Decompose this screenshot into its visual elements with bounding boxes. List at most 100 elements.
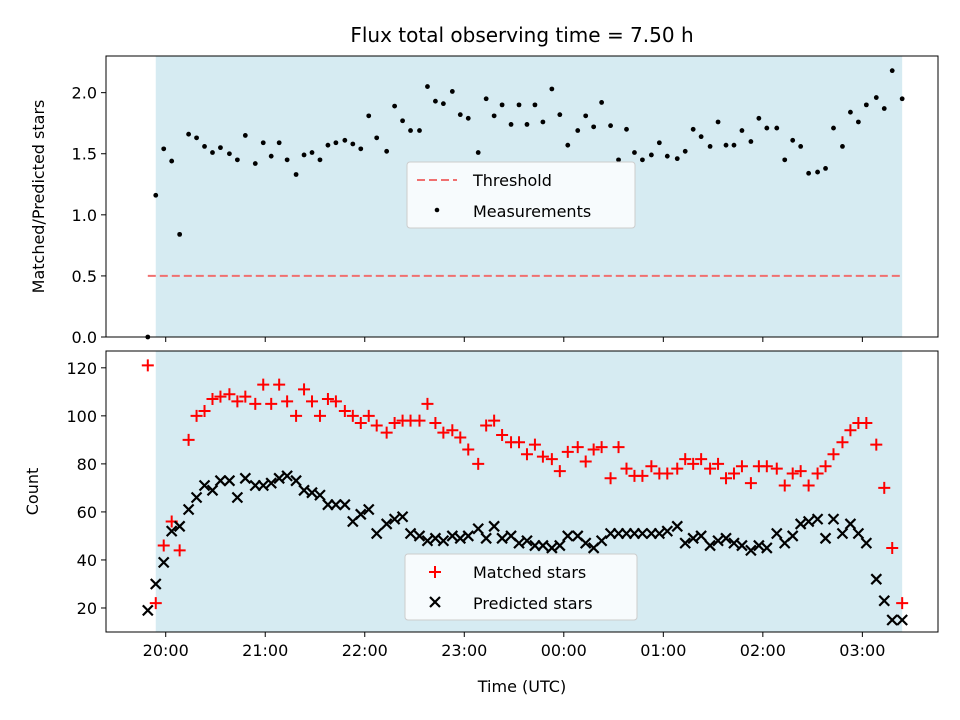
top-legend: Threshold Measurements bbox=[406, 161, 636, 229]
predicted-star-point bbox=[396, 510, 409, 523]
predicted-star-point bbox=[298, 484, 310, 497]
measurement-point bbox=[690, 126, 696, 132]
measurement-point bbox=[268, 153, 274, 159]
legend-matched-swatch bbox=[429, 566, 441, 578]
predicted-star-point bbox=[786, 530, 799, 542]
matched-star-point bbox=[429, 417, 442, 430]
measurement-point bbox=[731, 142, 737, 148]
matched-star-point bbox=[182, 433, 195, 446]
matched-star-point bbox=[437, 426, 450, 439]
matched-star-point bbox=[786, 467, 799, 480]
predicted-star-point bbox=[429, 532, 442, 545]
measurement-point bbox=[293, 172, 299, 177]
matched-star-point bbox=[687, 457, 700, 470]
matched-star-point bbox=[265, 397, 278, 410]
predicted-star-point bbox=[870, 573, 883, 585]
measurement-point bbox=[899, 96, 905, 102]
bottom-y-tick-label: 80 bbox=[77, 455, 97, 474]
predicted-star-point bbox=[886, 614, 898, 626]
measurement-point bbox=[384, 148, 390, 154]
predicted-star-point bbox=[579, 537, 592, 549]
matched-star-point bbox=[827, 448, 840, 461]
measurement-point bbox=[756, 115, 762, 121]
predicted-star-point bbox=[273, 472, 285, 485]
measurement-point bbox=[616, 157, 621, 163]
bottom-legend: Matched stars Predicted stars bbox=[404, 553, 638, 621]
predicted-star-point bbox=[413, 530, 426, 542]
matched-star-point bbox=[744, 477, 757, 490]
measurement-point bbox=[575, 128, 581, 133]
matched-star-point bbox=[249, 397, 262, 410]
matched-star-point bbox=[513, 436, 526, 449]
predicted-star-point bbox=[819, 532, 832, 545]
matched-star-point bbox=[338, 405, 351, 418]
measurement-point bbox=[408, 128, 413, 133]
measurement-point bbox=[210, 150, 215, 155]
matched-star-point bbox=[735, 460, 748, 473]
measurement-point bbox=[350, 141, 356, 147]
predicted-star-point bbox=[896, 614, 908, 626]
predicted-star-point bbox=[695, 530, 707, 542]
measurement-point bbox=[284, 157, 290, 163]
predicted-star-point bbox=[712, 534, 724, 547]
matched-star-point bbox=[354, 417, 367, 430]
measurement-point bbox=[449, 89, 455, 94]
measurement-point bbox=[366, 113, 372, 119]
matched-star-point bbox=[886, 541, 899, 554]
measurement-point bbox=[242, 133, 248, 138]
predicted-star-point bbox=[704, 539, 716, 552]
matched-star-point bbox=[321, 393, 334, 406]
predicted-star-point bbox=[472, 522, 484, 535]
top-legend-box bbox=[406, 161, 636, 229]
matched-star-point bbox=[190, 409, 203, 422]
matched-star-point bbox=[496, 429, 509, 442]
measurement-point bbox=[475, 150, 481, 155]
matched-star-point bbox=[794, 465, 807, 478]
measurement-point bbox=[392, 103, 398, 109]
measurement-point bbox=[707, 144, 713, 149]
measurement-point bbox=[848, 109, 853, 115]
measurement-point bbox=[161, 146, 167, 152]
predicted-star-point bbox=[306, 486, 318, 499]
predicted-star-point bbox=[388, 513, 401, 525]
predicted-star-point bbox=[836, 527, 849, 540]
x-tick-label: 02:00 bbox=[740, 641, 786, 660]
measurement-point bbox=[656, 140, 662, 146]
measurement-point bbox=[723, 142, 729, 148]
matched-star-point bbox=[545, 453, 558, 466]
top-axes-frame bbox=[105, 55, 939, 338]
measurement-point bbox=[748, 139, 754, 144]
predicted-star-point bbox=[173, 520, 186, 533]
predicted-star-point bbox=[852, 527, 865, 540]
predicted-star-point bbox=[190, 491, 203, 504]
measurement-point bbox=[433, 98, 438, 104]
measurement-point bbox=[532, 102, 538, 108]
bottom-y-ticks: 20 40 60 80 100 120 bbox=[66, 359, 106, 618]
matched-star-point bbox=[661, 467, 674, 480]
measurement-points bbox=[145, 68, 905, 340]
top-y-tick-label: 2.0 bbox=[72, 84, 97, 103]
predicted-star-point bbox=[488, 520, 500, 533]
measurement-point bbox=[549, 86, 555, 92]
predicted-star-point bbox=[636, 527, 649, 540]
measurement-point bbox=[682, 148, 688, 154]
matched-star-point bbox=[313, 409, 326, 422]
measurement-point bbox=[374, 135, 380, 141]
matched-star-point bbox=[553, 465, 566, 478]
matched-star-point bbox=[860, 417, 873, 430]
matched-star-point bbox=[346, 409, 359, 422]
matched-star-point bbox=[802, 479, 815, 492]
measurement-point bbox=[186, 131, 192, 137]
predicted-star-points bbox=[142, 470, 908, 626]
predicted-star-point bbox=[206, 484, 219, 497]
matched-star-point bbox=[454, 431, 467, 444]
matched-star-point bbox=[587, 443, 600, 456]
measurement-point bbox=[499, 102, 505, 108]
measurement-point bbox=[889, 68, 895, 74]
matched-star-point bbox=[388, 417, 401, 430]
predicted-star-point bbox=[370, 527, 383, 540]
predicted-star-point bbox=[446, 530, 459, 542]
legend-predicted-swatch bbox=[429, 596, 441, 608]
predicted-star-point bbox=[330, 498, 342, 511]
x-tick-label: 23:00 bbox=[441, 641, 487, 660]
